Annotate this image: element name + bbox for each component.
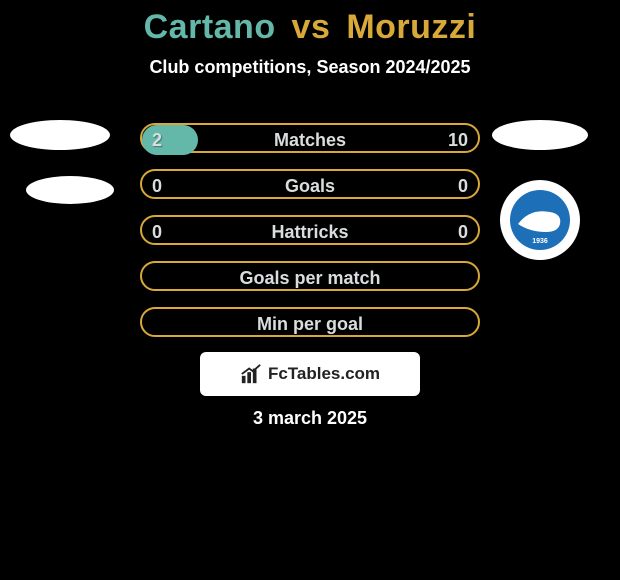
stat-bar: Matches2 10 [140,123,480,153]
brand-footer-label: FcTables.com [268,364,380,384]
stat-left-value: 2 [152,125,162,155]
stat-bar: Min per goal [140,307,480,337]
chart-icon [240,363,262,385]
stat-label: Hattricks [142,217,478,247]
stat-row: Goals per match [0,256,620,302]
page-title: Cartano vs Moruzzi [0,0,620,47]
versus-separator: vs [292,8,331,46]
stat-right-value: 10 [448,125,468,155]
stat-label: Min per goal [142,309,478,339]
stat-right-value: 0 [458,171,468,201]
comparison-widget: Cartano vs Moruzzi Club competitions, Se… [0,0,620,580]
stat-row: Matches2 10 [0,118,620,164]
stat-label: Goals per match [142,263,478,293]
stat-row: Hattricks0 0 [0,210,620,256]
stat-bar: Goals per match [140,261,480,291]
player2-name: Moruzzi [346,8,476,46]
stat-row: Min per goal [0,302,620,348]
stat-left-value: 0 [152,217,162,247]
subtitle: Club competitions, Season 2024/2025 [0,57,620,78]
stat-left-value: 0 [152,171,162,201]
brand-footer: FcTables.com [200,352,420,396]
stat-bar: Hattricks0 0 [140,215,480,245]
player1-name: Cartano [144,8,276,46]
stat-bar: Goals0 0 [140,169,480,199]
stat-row: Goals0 0 [0,164,620,210]
date-label: 3 march 2025 [0,408,620,429]
stat-label: Matches [142,125,478,155]
stat-bars: Matches210Goals00Hattricks00Goals per ma… [0,118,620,348]
stat-label: Goals [142,171,478,201]
stat-right-value: 0 [458,217,468,247]
